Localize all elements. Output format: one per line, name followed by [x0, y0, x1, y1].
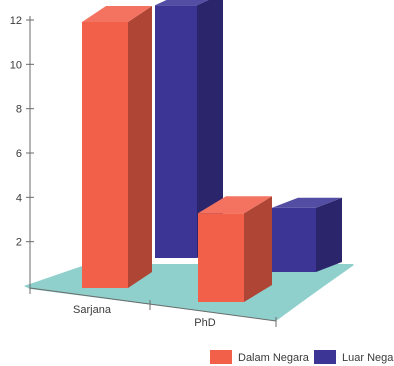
bars-layer [82, 0, 342, 302]
y-axis: 2 4 6 8 10 12 [10, 15, 34, 286]
x-category-label: PhD [194, 317, 215, 329]
x-category-label: Sarjana [73, 304, 112, 316]
bar-face [272, 207, 316, 272]
x-axis: Sarjana PhD [29, 284, 277, 329]
legend-label: Dalam Negara [238, 352, 310, 364]
bar-face [82, 22, 128, 288]
bar-side [128, 6, 152, 288]
bar-luar-negara-sarjana [155, 0, 223, 258]
y-tick-label: 8 [16, 104, 22, 116]
bar-top [82, 6, 152, 22]
bar-top [198, 196, 272, 214]
y-tick-label: 10 [10, 59, 22, 71]
bar-dalam-negara-sarjana [82, 6, 152, 288]
bar-face [198, 213, 244, 302]
bar-side [197, 0, 223, 258]
y-tick-label: 12 [10, 15, 22, 27]
bar-luar-negara-phd [272, 197, 342, 272]
legend-swatch [210, 350, 232, 364]
bar-side [244, 196, 272, 302]
legend-label: Luar Negara [342, 352, 394, 364]
bar-side [316, 197, 342, 272]
x-axis-line [29, 287, 277, 322]
legend: Dalam Negara Luar Negara [210, 350, 394, 364]
bar-top [155, 0, 209, 6]
bar-face [155, 5, 197, 258]
y-tick-label: 2 [16, 237, 22, 249]
bar-top [272, 197, 342, 208]
y-tick-label: 6 [16, 148, 22, 160]
legend-swatch [314, 350, 336, 364]
bar-dalam-negara-phd [198, 196, 272, 302]
y-tick-label: 4 [16, 192, 22, 204]
